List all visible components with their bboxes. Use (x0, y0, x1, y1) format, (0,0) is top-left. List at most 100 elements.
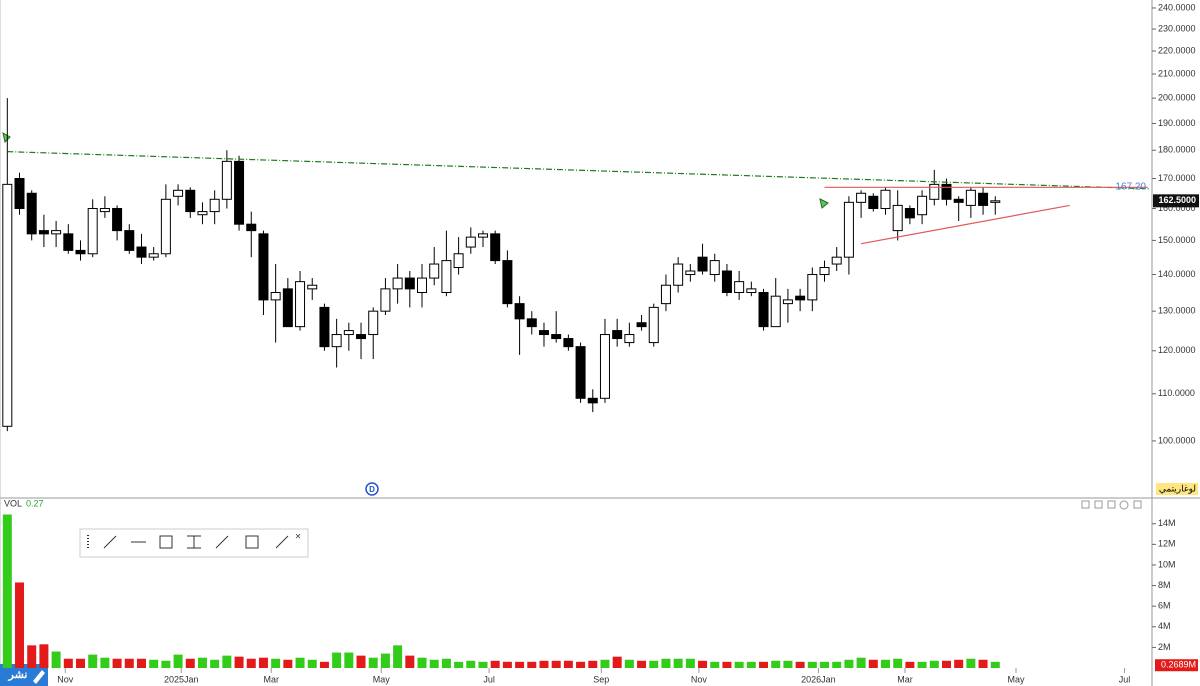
x-tick-label: Nov (57, 674, 74, 684)
y-tick-label: 170.0000 (1158, 173, 1196, 183)
volume-bar (905, 661, 915, 668)
candle-body (648, 306, 659, 344)
volume-bar (63, 658, 73, 668)
toolbar-close[interactable]: × (295, 532, 301, 543)
candle-body (197, 211, 208, 216)
volume-bar (51, 651, 61, 668)
panel-controls[interactable] (1081, 500, 1142, 510)
candle-body (356, 334, 367, 340)
volume-bar (576, 661, 586, 668)
candle-body (404, 277, 415, 290)
publish-icon (33, 670, 45, 684)
volume-bar (685, 658, 695, 668)
candle-body (307, 284, 318, 290)
candle-body (343, 330, 354, 336)
panel-control[interactable] (1107, 500, 1116, 509)
volume-bar (271, 658, 281, 668)
volume-bar (502, 661, 512, 668)
volume-bar (75, 658, 85, 668)
candle-body (465, 236, 476, 248)
panel-control[interactable] (1094, 500, 1103, 509)
level-label: 167.20 (1115, 181, 1146, 192)
volume-bar (807, 661, 817, 668)
event-marker[interactable] (365, 482, 379, 496)
y-tick-label: 230.0000 (1158, 23, 1196, 33)
volume-bar (771, 660, 781, 668)
volume-bar (929, 660, 939, 668)
panel-control[interactable] (1133, 500, 1142, 509)
volume-bar (795, 661, 805, 668)
candle-body (697, 256, 708, 272)
candle-body (38, 230, 49, 235)
candle-body (917, 195, 928, 216)
volume-bar (429, 659, 439, 668)
candle-body (51, 230, 62, 235)
volume-bar (600, 659, 610, 668)
volume-bar (893, 658, 903, 668)
candle-body (295, 281, 306, 328)
volume-bar (185, 658, 195, 668)
volume-bar (149, 659, 159, 668)
tool-measure[interactable] (187, 535, 201, 549)
volume-bar (844, 659, 854, 668)
volume-bar (417, 657, 427, 668)
tool-rectangle[interactable] (159, 535, 173, 549)
x-tick-label: Nov (691, 674, 708, 684)
candle-body (843, 201, 854, 258)
tool-trendline[interactable] (103, 535, 117, 549)
publish-label[interactable]: نشر (8, 669, 28, 681)
candle-body (441, 260, 452, 294)
volume-bar (746, 661, 756, 668)
volume-bar (210, 659, 220, 668)
candle-body (514, 303, 525, 320)
x-tick-label: Mar (264, 674, 280, 684)
tool-channel[interactable] (215, 535, 229, 549)
volume-bar (478, 661, 488, 668)
candle-body (709, 260, 720, 276)
candle-body (734, 281, 745, 294)
volume-bar (380, 653, 390, 668)
volume-bar (527, 661, 537, 668)
volume-bar (344, 652, 354, 668)
candle-body (14, 178, 25, 209)
candle-body (758, 292, 769, 328)
volume-bar (698, 660, 708, 668)
panel-control[interactable] (1081, 500, 1090, 509)
x-tick-label: Sep (593, 674, 609, 684)
candle-body (929, 183, 940, 200)
drawing-toolbar (79, 528, 309, 558)
volume-bar (673, 658, 683, 668)
volume-bar (466, 660, 476, 668)
volume-bar (624, 659, 634, 668)
candle-body (636, 322, 647, 328)
candle-body (831, 256, 842, 265)
volume-bar (637, 660, 647, 668)
volume-bar (649, 660, 659, 668)
volume-bar (246, 658, 256, 668)
volume-bar (722, 661, 732, 668)
candle-body (258, 233, 269, 301)
candle-body (502, 260, 513, 305)
candle-body (490, 233, 501, 262)
candle-body (392, 277, 403, 290)
candle-body (429, 263, 440, 279)
panel-control[interactable] (1119, 500, 1129, 510)
candle-body (477, 233, 488, 238)
y-tick-label: 2M (1158, 642, 1171, 652)
signal-marker[interactable] (819, 198, 829, 209)
tool-fibonacci[interactable] (245, 535, 259, 549)
candle-body (160, 198, 171, 255)
x-tick-label: Mar (897, 674, 913, 684)
candle-body (673, 263, 684, 286)
candle-body (782, 299, 793, 305)
volume-bar (441, 658, 451, 668)
volume-bar (551, 660, 561, 668)
volume-bar (332, 652, 342, 668)
y-tick-label: 140.0000 (1158, 269, 1196, 279)
candle-body (270, 292, 281, 301)
tool-ray[interactable] (275, 535, 289, 549)
candle-body (941, 183, 952, 200)
y-tick-label: 100.0000 (1158, 435, 1196, 445)
candle-body (795, 295, 806, 301)
